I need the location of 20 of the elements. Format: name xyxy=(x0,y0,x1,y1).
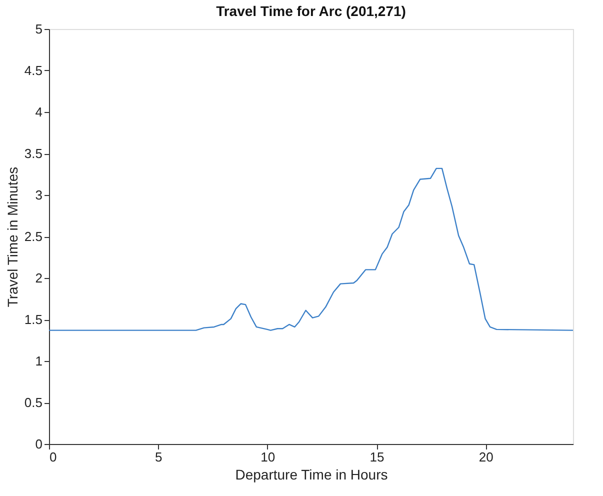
y-tick-label: 2.5 xyxy=(24,229,42,244)
x-tick-label: 15 xyxy=(370,450,384,464)
y-tick-label: 5 xyxy=(35,22,42,36)
y-tick-label: 1.5 xyxy=(24,312,42,327)
x-tick-label: 5 xyxy=(155,450,162,464)
y-tick-label: 4.5 xyxy=(24,63,42,78)
x-tick-label: 10 xyxy=(260,450,276,464)
y-axis-title: Travel Time in Minutes xyxy=(4,166,20,308)
y-tick-label: 0 xyxy=(35,436,42,452)
x-tick-label: 0 xyxy=(50,450,57,464)
x-tick-label: 20 xyxy=(478,450,494,464)
y-tick-label: 1 xyxy=(35,354,42,368)
y-tick-label: 3 xyxy=(35,188,42,202)
y-tick-label: 2 xyxy=(35,270,42,286)
x-axis-title: Departure Time in Hours xyxy=(235,466,388,482)
y-tick-label: 3.5 xyxy=(24,146,42,161)
y-tick-label: 4 xyxy=(35,104,42,120)
chart-title: Travel Time for Arc (201,271) xyxy=(216,3,406,19)
line-series xyxy=(49,168,573,331)
y-tick-label: 0.5 xyxy=(24,395,42,410)
